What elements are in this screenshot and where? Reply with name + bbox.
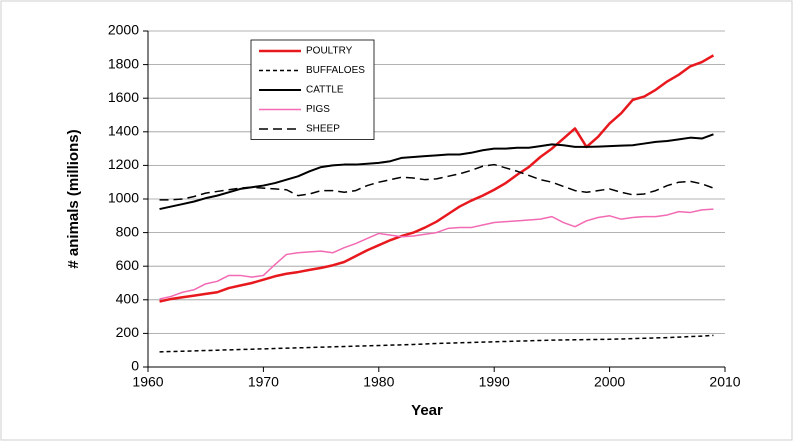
data-line xyxy=(159,334,714,353)
y-tick-label: 0 xyxy=(131,358,139,374)
legend-label: CATTLE xyxy=(306,85,344,96)
x-tick-label: 1980 xyxy=(363,374,394,390)
x-tick-label: 1970 xyxy=(248,374,279,390)
data-line xyxy=(159,54,715,303)
data-line xyxy=(159,208,714,300)
y-tick-label: 2000 xyxy=(108,22,139,38)
legend-label: BUFFALOES xyxy=(306,65,365,76)
x-tick-label: 1960 xyxy=(132,374,163,390)
legend-label: POULTRY xyxy=(306,46,353,57)
y-tick-label: 800 xyxy=(116,223,140,239)
legend-label: PIGS xyxy=(306,104,330,115)
y-tick-label: 1400 xyxy=(108,123,139,139)
y-tick-label: 1800 xyxy=(108,55,139,71)
x-tick-label: 2000 xyxy=(594,374,625,390)
y-tick-label: 1600 xyxy=(108,89,139,105)
y-tick-label: 400 xyxy=(116,291,140,307)
x-axis-title: Year xyxy=(411,402,443,419)
y-tick-label: 1000 xyxy=(108,190,139,206)
y-tick-label: 200 xyxy=(116,324,140,340)
legend-label: SHEEP xyxy=(306,124,340,135)
y-tick-label: 600 xyxy=(116,257,140,273)
y-tick-label: 1200 xyxy=(108,156,139,172)
data-line xyxy=(159,163,714,201)
x-tick-label: 2010 xyxy=(709,374,740,390)
y-axis-title: # animals (millions) xyxy=(65,129,82,268)
x-tick-label: 1990 xyxy=(479,374,510,390)
data-line xyxy=(159,133,714,211)
